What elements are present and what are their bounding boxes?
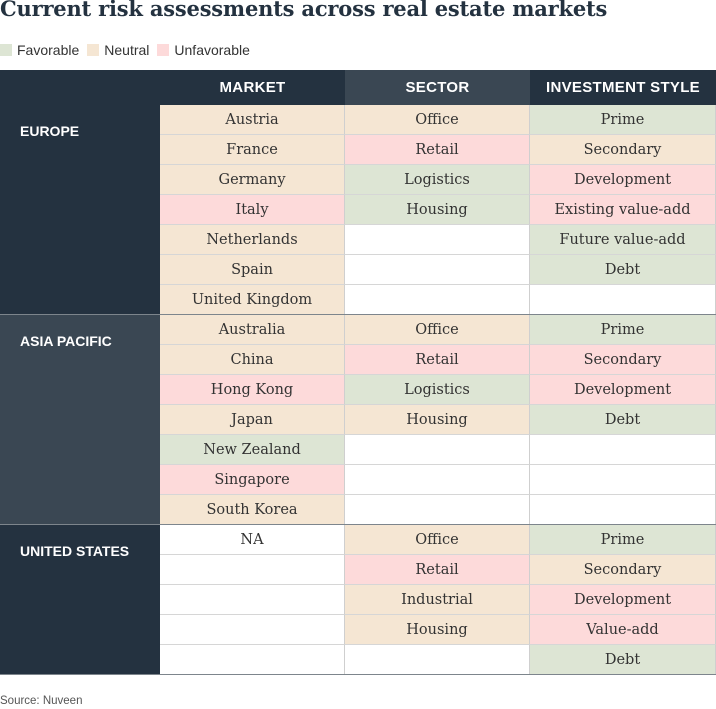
header-corner	[0, 70, 160, 105]
region-united-states: UNITED STATES	[0, 525, 160, 675]
empty-cell	[160, 615, 345, 645]
sector-cell: Industrial	[345, 585, 530, 615]
region-divider	[0, 524, 716, 525]
empty-cell	[530, 285, 716, 315]
market-cell: Austria	[160, 105, 345, 135]
empty-cell	[345, 255, 530, 285]
sector-cell: Housing	[345, 195, 530, 225]
investment-style-cell: Debt	[530, 405, 716, 435]
investment-style-cell: Existing value-add	[530, 195, 716, 225]
legend-swatch-favorable	[0, 44, 12, 56]
empty-cell	[530, 465, 716, 495]
market-cell: Netherlands	[160, 225, 345, 255]
investment-style-cell: Development	[530, 375, 716, 405]
market-cell: Australia	[160, 315, 345, 345]
column-header-sector: SECTOR	[345, 70, 530, 105]
investment-style-cell: Development	[530, 585, 716, 615]
empty-cell	[345, 495, 530, 525]
sector-cell: Housing	[345, 615, 530, 645]
market-cell: France	[160, 135, 345, 165]
investment-style-cell: Prime	[530, 105, 716, 135]
market-cell: Singapore	[160, 465, 345, 495]
empty-cell	[530, 435, 716, 465]
investment-style-cell: Secondary	[530, 345, 716, 375]
investment-style-cell: Future value-add	[530, 225, 716, 255]
empty-cell	[530, 495, 716, 525]
legend-swatch-neutral	[87, 44, 100, 56]
sector-cell: Office	[345, 315, 530, 345]
investment-style-cell: Development	[530, 165, 716, 195]
region-label: UNITED STATES	[20, 543, 130, 559]
region-europe: EUROPE	[0, 105, 160, 315]
sector-cell: Office	[345, 525, 530, 555]
column-header-market: MARKET	[160, 70, 345, 105]
source-note: Source: Nuveen	[0, 695, 83, 707]
investment-style-cell: Secondary	[530, 135, 716, 165]
empty-cell	[345, 465, 530, 495]
legend-label-favorable: Favorable	[17, 42, 80, 58]
table-bottom-border	[0, 674, 716, 675]
market-cell: China	[160, 345, 345, 375]
region-asia-pacific: ASIA PACIFIC	[0, 315, 160, 525]
investment-style-cell: Prime	[530, 525, 716, 555]
sector-cell: Housing	[345, 405, 530, 435]
legend-item-unfavorable: Unfavorable	[157, 42, 250, 58]
market-cell: New Zealand	[160, 435, 345, 465]
sector-cell: Retail	[345, 555, 530, 585]
region-label: ASIA PACIFIC	[20, 333, 112, 349]
risk-table: MARKET SECTOR INVESTMENT STYLE EUROPE Aus…	[0, 70, 716, 676]
region-divider	[0, 314, 716, 315]
legend-label-neutral: Neutral	[104, 42, 150, 58]
investment-style-cell: Prime	[530, 315, 716, 345]
market-cell: Hong Kong	[160, 375, 345, 405]
investment-style-cell: Value-add	[530, 615, 716, 645]
sector-cell: Logistics	[345, 375, 530, 405]
empty-cell	[160, 585, 345, 615]
market-cell: Italy	[160, 195, 345, 225]
empty-cell	[160, 645, 345, 675]
sector-cell: Retail	[345, 345, 530, 375]
market-cell: Japan	[160, 405, 345, 435]
legend-item-favorable: Favorable	[0, 42, 79, 58]
empty-cell	[345, 435, 530, 465]
market-cell: United Kingdom	[160, 285, 345, 315]
market-cell: Spain	[160, 255, 345, 285]
region-label: EUROPE	[20, 123, 80, 139]
investment-style-cell: Secondary	[530, 555, 716, 585]
empty-cell	[345, 285, 530, 315]
market-cell: South Korea	[160, 495, 345, 525]
column-header-investment-style: INVESTMENT STYLE	[530, 70, 716, 105]
legend-item-neutral: Neutral	[87, 42, 149, 58]
investment-style-cell: Debt	[530, 255, 716, 285]
empty-cell	[160, 555, 345, 585]
legend-swatch-unfavorable	[157, 44, 170, 56]
empty-cell	[345, 225, 530, 255]
market-cell: Germany	[160, 165, 345, 195]
empty-cell	[345, 645, 530, 675]
sector-cell: Retail	[345, 135, 530, 165]
legend: Favorable Neutral Unfavorable	[0, 41, 258, 59]
investment-style-cell: Debt	[530, 645, 716, 675]
sector-cell: Office	[345, 105, 530, 135]
market-cell: NA	[160, 525, 345, 555]
chart-title: Current risk assessments across real est…	[0, 0, 608, 21]
sector-cell: Logistics	[345, 165, 530, 195]
legend-label-unfavorable: Unfavorable	[174, 42, 250, 58]
